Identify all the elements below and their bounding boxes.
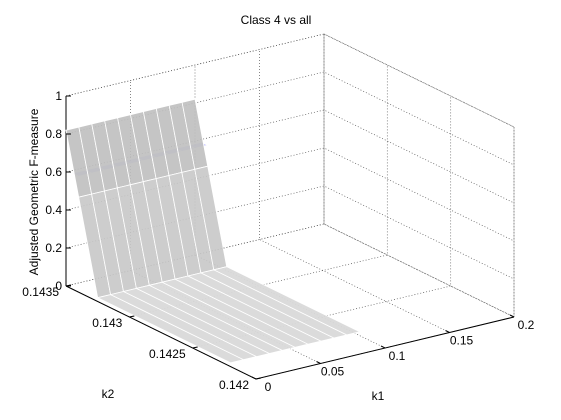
y-tick-label: 0.1435: [22, 285, 59, 299]
z-tick-label: 1: [55, 89, 62, 103]
frame-edge: [65, 33, 325, 97]
tick-labels: 0 0.2 0.4 0.6 0.8 1 0 0.05 0.1 0.15 0.2 0.142 0.1425…: [22, 89, 534, 394]
grid-line: [259, 49, 450, 333]
chart-title: Class 4 vs all: [241, 13, 312, 27]
z-tick-label: 0.2: [45, 241, 62, 255]
x-tick-label: 0.1: [389, 349, 406, 363]
x-tick-mark: [380, 345, 386, 349]
z-tick-label: 0.8: [45, 127, 62, 141]
x-axis-label: k1: [372, 389, 385, 403]
grid-line: [65, 33, 515, 128]
grid-line: [323, 34, 515, 318]
z-axis-label: Adjusted Geometric F-measure: [27, 108, 41, 275]
z-tick-label: 0.4: [45, 203, 62, 217]
y-tick-mark: [65, 284, 72, 287]
y-tick-mark: [192, 346, 198, 349]
y-tick-mark: [129, 315, 135, 318]
x-tick-mark: [251, 376, 257, 380]
x-tick-label: 0.15: [450, 334, 474, 348]
surface-plot: [65, 98, 361, 364]
x-tick-mark: [509, 314, 515, 318]
frame-edge: [323, 33, 515, 128]
y-tick-label: 0.142: [219, 378, 249, 392]
z-tick-label: 0: [55, 279, 62, 293]
y-tick-label: 0.1425: [149, 347, 186, 361]
surface-patch: [212, 266, 361, 336]
x-tick-label: 0.2: [518, 318, 535, 332]
y-tick-label: 0.143: [92, 316, 122, 330]
z-tick-label: 0.6: [45, 165, 62, 179]
x-tick-label: 0.05: [321, 365, 345, 379]
y-axis-label: k2: [102, 387, 115, 401]
x-tick-mark: [316, 361, 321, 364]
y-tick-mark: [255, 377, 262, 380]
x-tick-mark: [445, 330, 450, 333]
x-tick-label: 0: [265, 380, 272, 394]
